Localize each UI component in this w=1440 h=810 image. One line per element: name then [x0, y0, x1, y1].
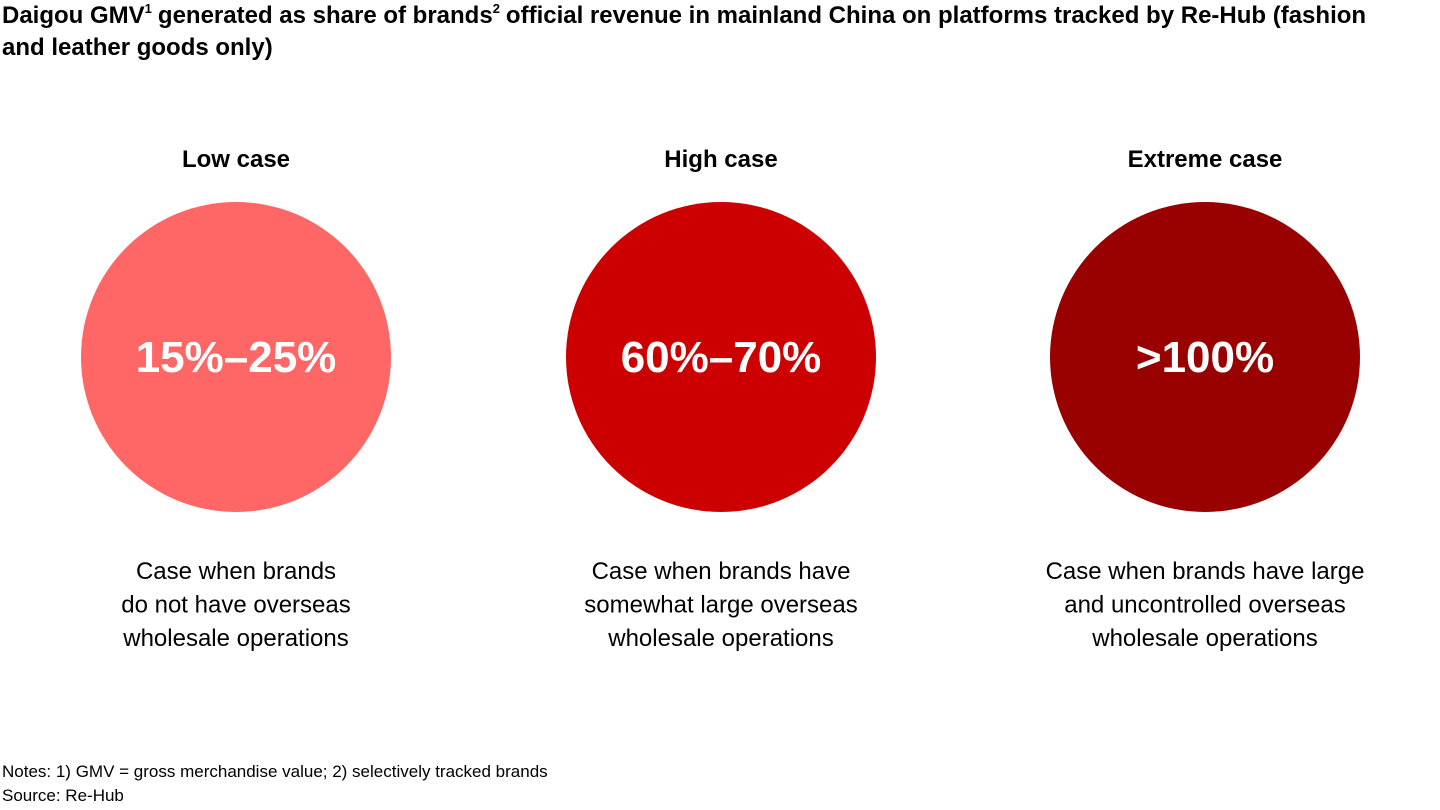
case-value: 15%–25%: [136, 333, 337, 382]
case-description: Case when brands have large: [1046, 558, 1365, 585]
case-description: wholesale operations: [1091, 625, 1317, 652]
cases: Low case 15%–25% Case when brands do not ha…: [81, 146, 1365, 652]
title-part: generated as share of brands: [157, 2, 493, 29]
title-part: official revenue in mainland China on pl…: [2, 2, 1367, 61]
case-label: Low case: [182, 146, 290, 173]
case-description: and uncontrolled overseas: [1064, 592, 1346, 619]
case-circle: [566, 202, 876, 512]
case-value: 60%–70%: [621, 333, 822, 382]
case-description: Case when brands have: [592, 558, 851, 585]
superscript: 2: [492, 1, 500, 16]
case-label: High case: [664, 146, 777, 173]
case-circle: [1050, 202, 1360, 512]
title: Daigou GMV1 generated as share of brands2…: [2, 0, 1382, 64]
title-part: Daigou GMV: [2, 2, 145, 29]
case-circle: [81, 202, 391, 512]
case-description: do not have overseas: [121, 592, 351, 619]
case-label: Extreme case: [1128, 146, 1283, 173]
case-description: wholesale operations: [122, 625, 348, 652]
case-description: Case when brands: [136, 558, 336, 585]
case-description: somewhat large overseas: [584, 592, 857, 619]
case-description: wholesale operations: [607, 625, 833, 652]
notes: Notes: 1) GMV = gross merchandise value;…: [2, 762, 548, 781]
superscript: 1: [144, 1, 152, 16]
case-value: >100%: [1136, 333, 1274, 382]
source: Source: Re-Hub: [2, 786, 124, 805]
